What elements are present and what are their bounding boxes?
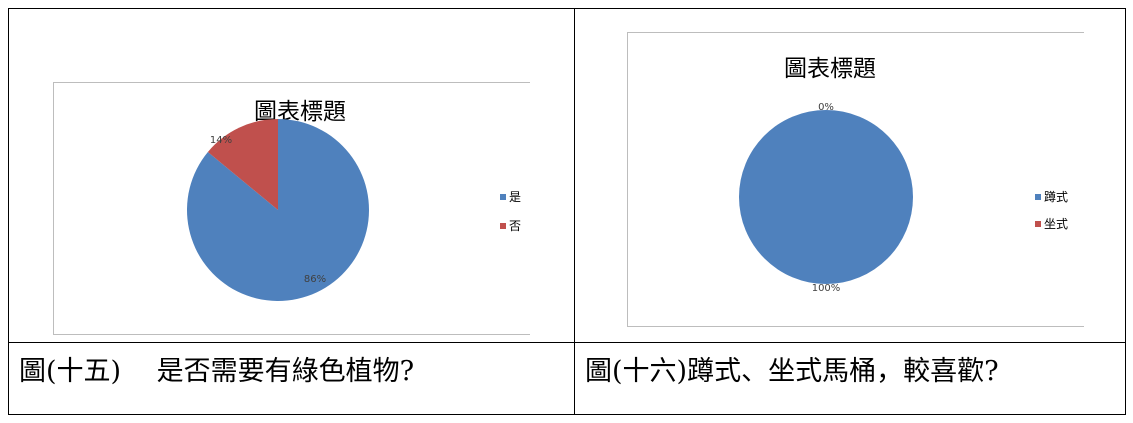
caption-cell-1: 圖(十五) 是否需要有綠色植物?: [8, 342, 575, 415]
pie-slice-否: [207, 119, 278, 210]
data-label-否: 14%: [210, 135, 232, 146]
chart-cell-1: 圖表標題 86% 14% 是否: [8, 8, 575, 343]
document-table: 圖表標題 86% 14% 是否 圖表標題 100% 0% 蹲式坐式 圖(十五) 是否需要有綠…: [8, 8, 1126, 415]
legend-label-是: 是: [509, 190, 521, 204]
figure-caption-15: 圖(十五) 是否需要有綠色植物?: [19, 356, 415, 387]
data-label-蹲式: 100%: [812, 283, 841, 294]
legend-swatch-是: [500, 194, 506, 200]
legend-label-蹲式: 蹲式: [1044, 190, 1068, 204]
legend-label-坐式: 坐式: [1044, 217, 1068, 231]
legend-swatch-蹲式: [1035, 194, 1041, 200]
data-label-坐式: 0%: [818, 102, 834, 113]
figure-caption-16: 圖(十六)蹲式、坐式馬桶，較喜歡?: [585, 356, 999, 387]
pie-slice-蹲式: [739, 110, 913, 284]
pie-chart-green-plants: 圖表標題 86% 14% 是否: [53, 82, 530, 335]
legend-label-否: 否: [509, 219, 521, 233]
legend-swatch-否: [500, 223, 506, 229]
chart-cell-2: 圖表標題 100% 0% 蹲式坐式: [574, 8, 1126, 343]
data-label-是: 86%: [304, 274, 326, 285]
chart-title: 圖表標題: [784, 56, 876, 82]
caption-cell-2: 圖(十六)蹲式、坐式馬桶，較喜歡?: [574, 342, 1126, 415]
pie-chart-toilet-type: 圖表標題 100% 0% 蹲式坐式: [627, 32, 1084, 327]
legend-swatch-坐式: [1035, 221, 1041, 227]
